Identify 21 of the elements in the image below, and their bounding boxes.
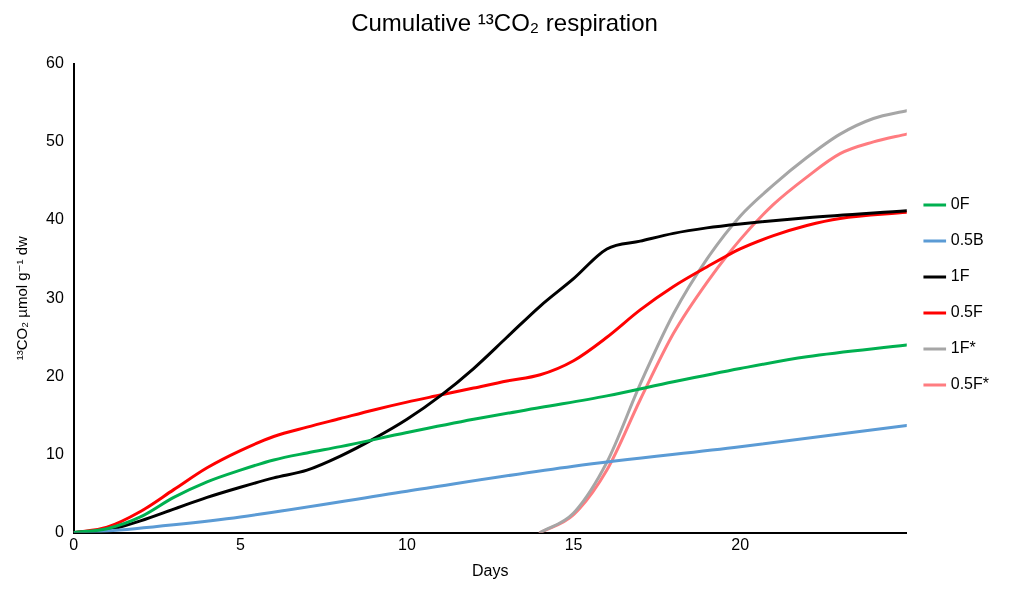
y-tick-label: 10 [46,444,64,462]
x-tick-label: 10 [398,535,416,553]
y-tick-label: 20 [46,366,64,384]
legend-label: 0.5F* [950,375,990,393]
y-tick-label: 0 [54,523,64,541]
y-tick-label: 40 [46,210,64,228]
legend-label: 0F [950,195,970,213]
chart-title: Cumulative ¹³CO₂ respiration [351,9,658,37]
y-axis-title: ¹³CO₂ µmol g⁻¹ dw [13,236,31,361]
y-tick-label: 60 [46,54,64,72]
legend-label: 1F* [950,339,976,357]
legend-label: 0.5F [950,303,983,321]
legend-label: 1F [950,267,970,285]
x-tick-label: 5 [235,535,245,553]
legend-label: 0.5B [950,231,984,249]
x-axis-title: Days [472,561,509,579]
x-tick-label: 0 [69,535,79,553]
y-tick-label: 50 [46,132,64,150]
x-tick-label: 15 [564,535,583,553]
x-tick-label: 20 [731,535,750,553]
y-tick-label: 30 [46,288,64,306]
